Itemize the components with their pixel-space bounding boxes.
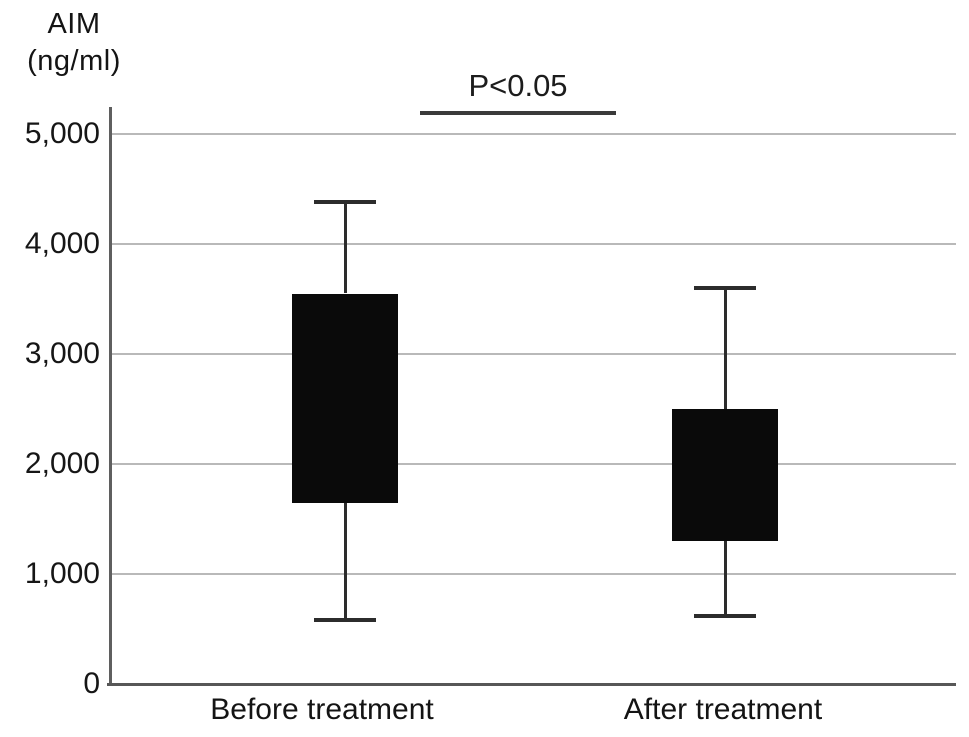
lower-whisker-cap-after-treatment	[694, 613, 756, 618]
upper-whisker-before-treatment	[343, 202, 347, 294]
y-tick-label: 4,000	[24, 227, 100, 260]
upper-whisker-after-treatment	[723, 288, 727, 409]
gridline-2000	[109, 463, 956, 465]
y-tick-label: 1,000	[24, 557, 100, 590]
lower-whisker-before-treatment	[343, 502, 347, 621]
y-axis-title-line1: AIM	[47, 8, 101, 40]
gridline-5000	[109, 133, 956, 135]
y-tick-label: 2,000	[24, 447, 100, 480]
lower-whisker-cap-before-treatment	[314, 618, 376, 623]
gridline-1000	[109, 573, 956, 575]
significance-bracket-line	[420, 111, 616, 115]
category-label-after-treatment: After treatment	[623, 693, 823, 726]
gridline-3000	[109, 353, 956, 355]
y-tick-label: 3,000	[24, 337, 100, 370]
x-axis-line	[107, 683, 956, 686]
y-tick-label: 0	[83, 667, 100, 700]
y-axis-line	[109, 107, 112, 686]
box-after-treatment	[672, 409, 778, 541]
category-label-before-treatment: Before treatment	[210, 693, 434, 726]
gridline-4000	[109, 243, 956, 245]
box-before-treatment	[292, 293, 398, 503]
upper-whisker-cap-after-treatment	[694, 286, 756, 290]
y-axis-title: AIM (ng/ml)	[8, 6, 140, 80]
y-axis-title-line2: (ng/ml)	[27, 45, 121, 77]
upper-whisker-cap-before-treatment	[314, 200, 376, 205]
lower-whisker-after-treatment	[723, 541, 727, 616]
y-tick-label: 5,000	[24, 117, 100, 150]
significance-label: P<0.05	[468, 68, 568, 103]
